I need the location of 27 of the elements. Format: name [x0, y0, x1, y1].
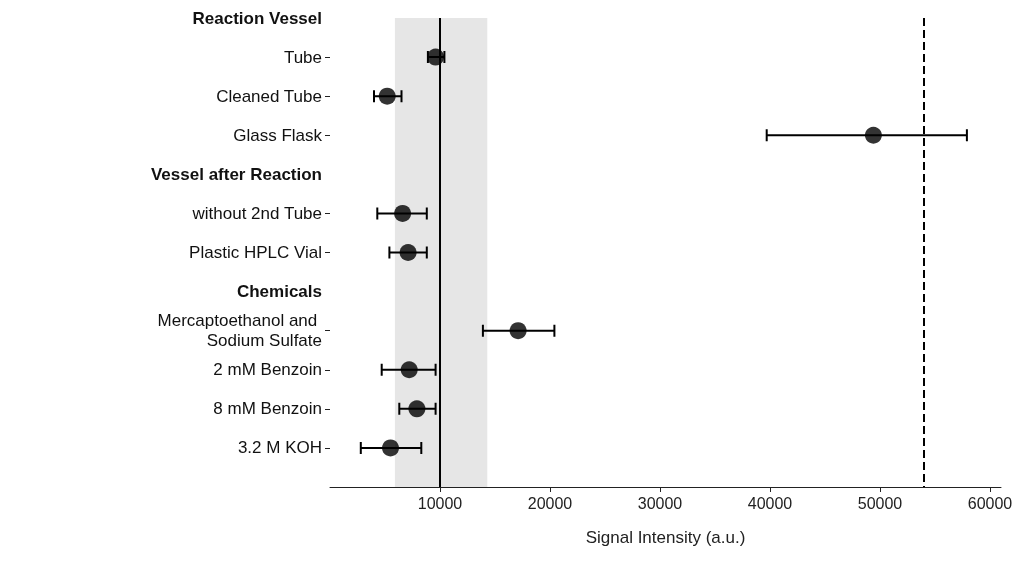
y-tick-label: 2 mM Benzoin	[213, 360, 322, 380]
y-tick-label: Mercaptoethanol and Sodium Sulfate	[157, 311, 322, 351]
x-axis-title: Signal Intensity (a.u.)	[585, 528, 746, 547]
point	[394, 204, 412, 222]
y-tick-label: Plastic HPLC Vial	[189, 243, 322, 262]
point	[399, 244, 417, 261]
y-tick-label: Cleaned Tube	[216, 86, 322, 106]
point	[378, 87, 396, 105]
y-tick-label: Glass Flask	[233, 125, 323, 145]
y-tick-label: Chemicals	[236, 282, 322, 302]
point	[382, 439, 399, 457]
point	[509, 322, 527, 340]
y-tick-label: without 2nd Tube	[191, 203, 322, 223]
y-tick-label: Reaction Vessel	[192, 8, 322, 28]
x-tick-label: 50000	[857, 494, 903, 512]
point	[400, 361, 418, 379]
y-tick-label: 8 mM Benzoin	[213, 399, 322, 419]
point	[864, 126, 882, 144]
y-tick-label: Tube	[283, 47, 322, 67]
point	[408, 400, 426, 418]
x-tick-label: 40000	[747, 494, 793, 512]
y-tick-label: 3.2 M KOH	[237, 438, 322, 458]
x-tick-label: 20000	[527, 494, 573, 512]
x-tick-label: 30000	[637, 494, 683, 512]
x-tick-label: 60000	[967, 494, 1013, 512]
x-tick-label: 10000	[417, 494, 463, 512]
y-tick-label: Vessel after Reaction	[150, 164, 322, 184]
